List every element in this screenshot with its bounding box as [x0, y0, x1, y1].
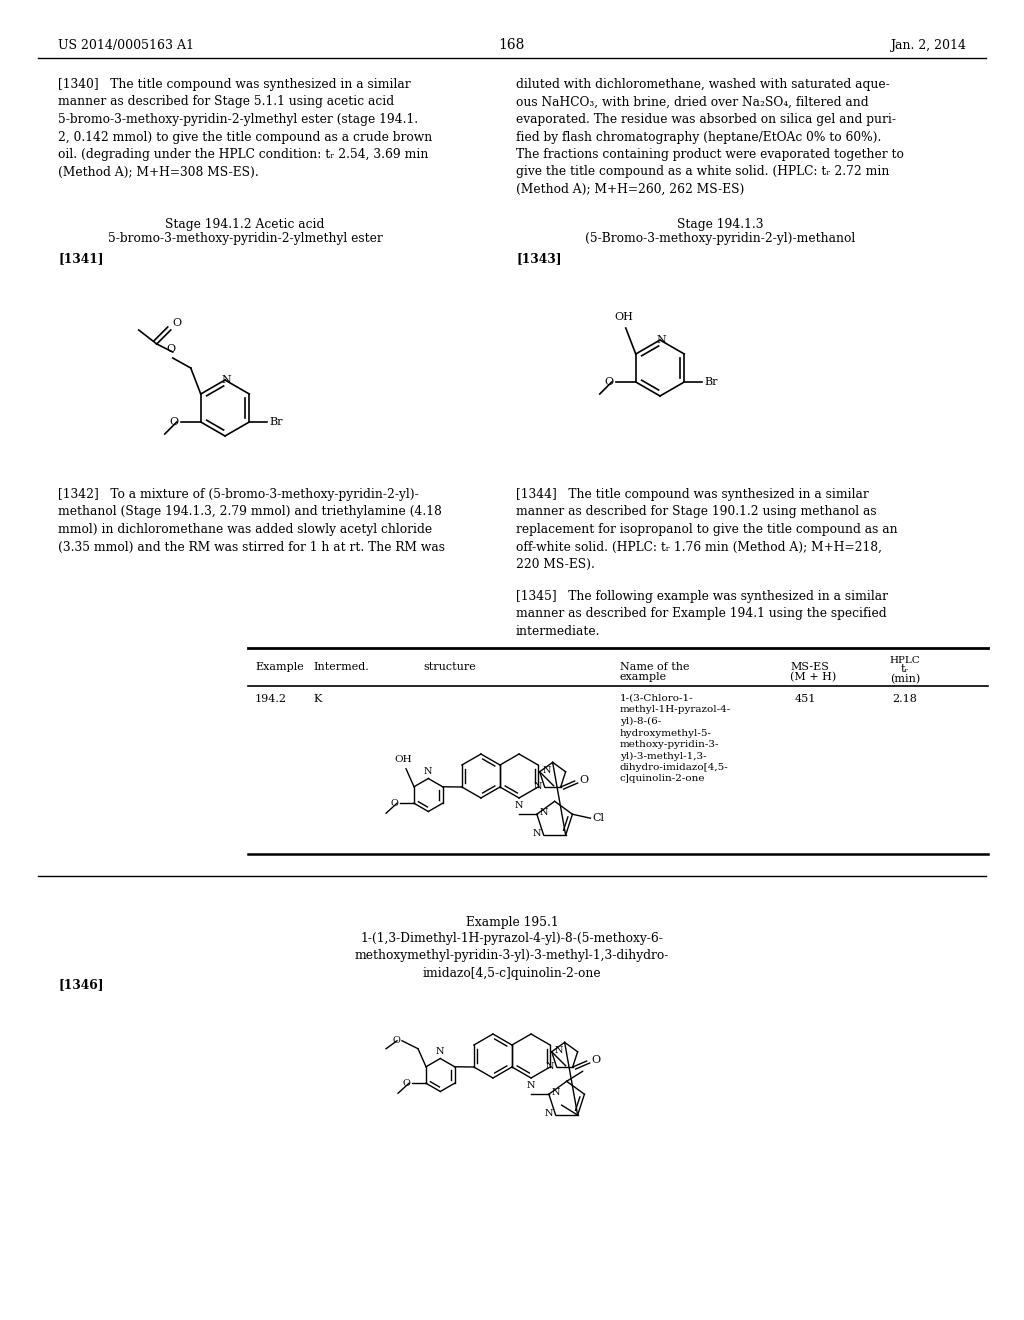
Text: (M + H): (M + H) — [790, 672, 837, 682]
Text: 168: 168 — [499, 38, 525, 51]
Text: HPLC: HPLC — [890, 656, 921, 665]
Text: N: N — [221, 375, 230, 385]
Text: N: N — [543, 767, 551, 775]
Text: Example: Example — [255, 663, 304, 672]
Text: [1343]: [1343] — [516, 252, 561, 265]
Text: [1341]: [1341] — [58, 252, 103, 265]
Text: O: O — [170, 417, 179, 426]
Text: 1-(1,3-Dimethyl-1H-pyrazol-4-yl)-8-(5-methoxy-6-
methoxymethyl-pyridin-3-yl)-3-m: 1-(1,3-Dimethyl-1H-pyrazol-4-yl)-8-(5-me… — [354, 932, 670, 979]
Text: N: N — [555, 1047, 563, 1055]
Text: Intermed.: Intermed. — [313, 663, 369, 672]
Text: MS-ES: MS-ES — [790, 663, 828, 672]
Text: [1342]   To a mixture of (5-bromo-3-methoxy-pyridin-2-yl)-
methanol (Stage 194.1: [1342] To a mixture of (5-bromo-3-methox… — [58, 488, 445, 553]
Text: N: N — [545, 1061, 554, 1071]
Text: [1340]   The title compound was synthesized in a similar
manner as described for: [1340] The title compound was synthesize… — [58, 78, 432, 178]
Text: O: O — [604, 378, 613, 387]
Text: O: O — [166, 345, 175, 354]
Text: O: O — [390, 799, 398, 808]
Text: N: N — [534, 781, 542, 791]
Text: OH: OH — [394, 755, 412, 764]
Text: Example 195.1: Example 195.1 — [466, 916, 558, 929]
Text: Br: Br — [705, 378, 718, 387]
Text: 5-bromo-3-methoxy-pyridin-2-ylmethyl ester: 5-bromo-3-methoxy-pyridin-2-ylmethyl est… — [108, 232, 382, 246]
Text: (5-Bromo-3-methoxy-pyridin-2-yl)-methanol: (5-Bromo-3-methoxy-pyridin-2-yl)-methano… — [585, 232, 855, 246]
Text: O: O — [592, 1055, 601, 1065]
Text: Stage 194.1.2 Acetic acid: Stage 194.1.2 Acetic acid — [165, 218, 325, 231]
Text: K: K — [313, 694, 322, 704]
Text: example: example — [620, 672, 667, 682]
Text: (min): (min) — [890, 675, 921, 684]
Text: N: N — [526, 1081, 536, 1090]
Text: O: O — [173, 318, 182, 327]
Text: 2.18: 2.18 — [893, 694, 918, 704]
Text: 194.2: 194.2 — [255, 694, 287, 704]
Text: O: O — [402, 1078, 410, 1088]
Text: Name of the: Name of the — [620, 663, 689, 672]
Text: [1344]   The title compound was synthesized in a similar
manner as described for: [1344] The title compound was synthesize… — [516, 488, 898, 572]
Text: N: N — [532, 829, 541, 838]
Text: tᵣ: tᵣ — [901, 664, 909, 675]
Text: OH: OH — [614, 312, 633, 322]
Text: N: N — [515, 801, 523, 810]
Text: O: O — [392, 1036, 400, 1045]
Text: [1346]: [1346] — [58, 978, 103, 991]
Text: Jan. 2, 2014: Jan. 2, 2014 — [890, 40, 966, 51]
Text: 1-(3-Chloro-1-
methyl-1H-pyrazol-4-
yl)-8-(6-
hydroxymethyl-5-
methoxy-pyridin-3: 1-(3-Chloro-1- methyl-1H-pyrazol-4- yl)-… — [620, 694, 731, 784]
Text: O: O — [580, 775, 589, 785]
Text: N: N — [540, 808, 549, 817]
Text: Stage 194.1.3: Stage 194.1.3 — [677, 218, 763, 231]
Text: N: N — [656, 335, 666, 345]
Text: Br: Br — [269, 417, 283, 426]
Text: N: N — [552, 1088, 560, 1097]
Text: [1345]   The following example was synthesized in a similar
manner as described : [1345] The following example was synthes… — [516, 590, 888, 638]
Text: Cl: Cl — [593, 813, 604, 824]
Text: N: N — [544, 1109, 553, 1118]
Text: N: N — [424, 767, 432, 776]
Text: structure: structure — [424, 663, 476, 672]
Text: N: N — [436, 1047, 444, 1056]
Text: diluted with dichloromethane, washed with saturated aque-
ous NaHCO₃, with brine: diluted with dichloromethane, washed wit… — [516, 78, 904, 195]
Text: 451: 451 — [795, 694, 816, 704]
Text: US 2014/0005163 A1: US 2014/0005163 A1 — [58, 40, 194, 51]
